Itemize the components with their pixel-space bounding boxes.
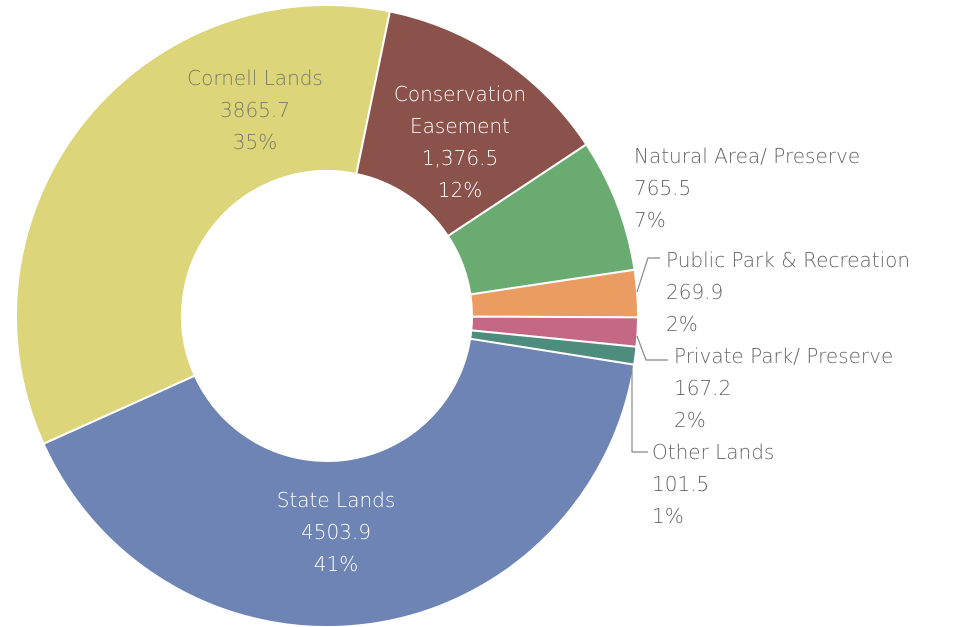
- category-label: Natural Area/ Preserve: [634, 144, 861, 168]
- category-label: Public Park & Recreation: [666, 248, 911, 272]
- percent-label: 7%: [634, 208, 666, 232]
- slice-label: Other Lands 101.5 1%: [652, 436, 774, 532]
- category-label: Cornell Lands: [187, 66, 323, 90]
- value-label: 765.5: [634, 176, 692, 200]
- donut-slice: [355, 10, 588, 238]
- slice-label: Cornell Lands 3865.7 35%: [187, 62, 323, 158]
- percent-label: 12%: [437, 178, 483, 202]
- slice-label: Private Park/ Preserve 167.2 2%: [674, 340, 893, 436]
- value-label: 101.5: [652, 472, 710, 496]
- percent-label: 35%: [232, 130, 278, 154]
- category-label: Conservation Easement: [393, 82, 527, 138]
- leader-line: [636, 257, 660, 293]
- value-label: 3865.7: [220, 98, 290, 122]
- category-label: Other Lands: [652, 440, 775, 464]
- percent-label: 2%: [674, 408, 706, 432]
- value-label: 1,376.5: [421, 146, 499, 170]
- donut-slice: [469, 329, 638, 366]
- leader-line: [631, 368, 648, 453]
- category-label: Private Park/ Preserve: [674, 344, 894, 368]
- category-label: State Lands: [276, 488, 396, 512]
- percent-label: 41%: [313, 552, 359, 576]
- donut-slice: [15, 4, 392, 446]
- slices: [15, 4, 640, 627]
- leader-line: [636, 335, 668, 361]
- slice-label: Conservation Easement 1,376.5 12%: [375, 78, 545, 206]
- slice-label: Public Park & Recreation 269.9 2%: [666, 244, 910, 340]
- value-label: 269.9: [666, 280, 724, 304]
- slice-label: Natural Area/ Preserve 765.5 7%: [634, 140, 860, 236]
- percent-label: 1%: [652, 504, 684, 528]
- donut-slice: [42, 337, 636, 627]
- slice-label: State Lands 4503.9 41%: [277, 484, 396, 580]
- value-label: 167.2: [674, 376, 732, 400]
- value-label: 4503.9: [301, 520, 371, 544]
- percent-label: 2%: [666, 312, 698, 336]
